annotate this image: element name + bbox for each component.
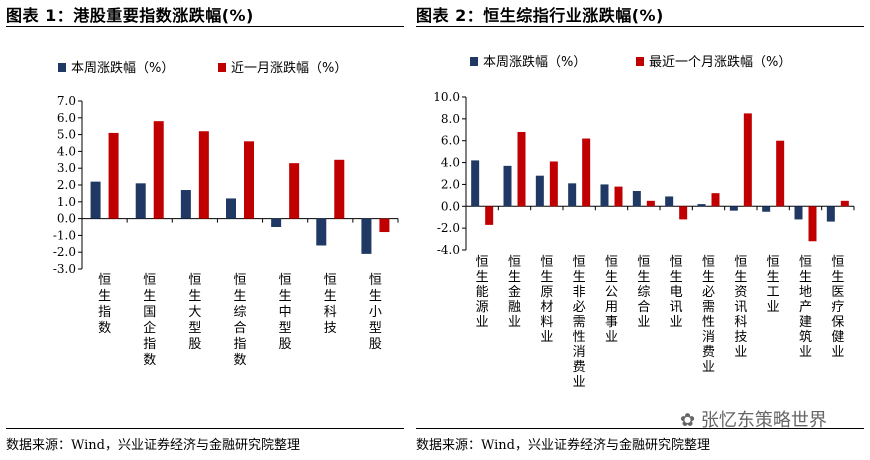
bar-week <box>762 206 771 212</box>
category-label: 恒生综合业 <box>637 255 650 330</box>
legend-swatch-1 <box>218 63 226 72</box>
y-tick-label: 2.0 <box>441 177 460 191</box>
category-label: 恒生医疗保健业 <box>831 255 844 360</box>
bar-month <box>289 163 300 219</box>
left-title-rule <box>6 26 404 27</box>
y-tick-label: -4.0 <box>437 243 460 257</box>
category-label: 恒生小型股 <box>369 273 382 352</box>
bar-week <box>316 218 327 246</box>
bar-week <box>826 206 835 222</box>
bar-week <box>600 184 609 207</box>
category-label: 恒生非必需性消费业 <box>573 255 586 390</box>
legend-swatch-1 <box>636 57 644 66</box>
bar-month <box>614 186 623 207</box>
y-tick-label: 8.0 <box>441 112 460 126</box>
legend-swatch-0 <box>58 63 66 72</box>
y-tick-label: 6.0 <box>57 111 76 125</box>
y-tick-label: 5.0 <box>57 128 76 142</box>
left-source-note: 数据来源：Wind，兴业证券经济与金融研究院整理 <box>6 438 300 453</box>
bar-month <box>646 200 655 207</box>
bar-week <box>180 190 191 219</box>
category-label: 恒生资讯科技业 <box>734 255 747 360</box>
category-label: 恒生必需性消费业 <box>702 255 715 375</box>
category-label: 恒生公用事业 <box>605 255 618 345</box>
category-label: 恒生科技 <box>324 273 337 336</box>
bar-week <box>568 183 577 207</box>
category-label: 恒生综合指数 <box>233 273 246 368</box>
category-label: 恒生金融业 <box>508 255 521 330</box>
watermark: ✿ 张忆东策略世界 <box>680 406 827 432</box>
legend-label-0: 本周涨跌幅（%） <box>71 60 174 76</box>
right-chart-panel: 图表 2：恒生综指行业涨跌幅(%) 本周涨跌幅（%） 最近一个月涨跌幅（%） 10.… <box>410 0 870 460</box>
y-tick-label: 2.0 <box>57 178 76 192</box>
bar-month <box>776 140 785 207</box>
bar-month <box>379 218 390 233</box>
y-tick-label: 0.0 <box>441 199 460 213</box>
bar-month <box>334 159 345 219</box>
watermark-text: 张忆东策略世界 <box>700 410 827 431</box>
legend-label-0: 本周涨跌幅（%） <box>483 54 586 70</box>
y-tick-label: -2.0 <box>437 221 460 235</box>
y-tick-label: 1.0 <box>57 195 76 209</box>
bar-week <box>632 190 641 207</box>
bar-week <box>471 160 480 207</box>
bar-month <box>198 131 209 219</box>
category-label: 恒生指数 <box>98 273 111 336</box>
bar-month <box>679 206 688 220</box>
wechat-icon: ✿ <box>680 410 696 431</box>
y-tick-label: 10.0 <box>433 90 460 104</box>
bar-week <box>535 175 544 207</box>
y-tick-label: 4.0 <box>57 144 76 158</box>
right-title-rule <box>416 26 864 27</box>
bar-week <box>361 218 372 254</box>
y-tick-label: 3.0 <box>57 161 76 175</box>
y-tick-label: 4.0 <box>441 156 460 170</box>
legend-swatch-0 <box>470 57 478 66</box>
bar-week <box>135 183 146 219</box>
bar-month <box>808 206 817 242</box>
bar-week <box>90 181 101 219</box>
right-source-rule <box>416 428 864 429</box>
right-chart-title: 图表 2：恒生综指行业涨跌幅(%) <box>416 6 664 25</box>
bar-week <box>226 198 236 219</box>
legend-label-1: 近一月涨跌幅（%） <box>231 60 347 76</box>
category-label: 恒生工业 <box>767 255 780 315</box>
bar-month <box>549 161 558 207</box>
category-label: 恒生原材料业 <box>540 255 553 345</box>
left-chart-title: 图表 1：港股重要指数涨跌幅(%) <box>6 6 254 25</box>
y-tick-label: -2.0 <box>53 245 76 259</box>
bar-month <box>582 138 591 207</box>
category-label: 恒生电讯业 <box>670 255 683 330</box>
category-label: 恒生能源业 <box>476 255 489 330</box>
bar-month <box>108 132 119 219</box>
bar-month <box>244 141 254 219</box>
y-tick-label: -3.0 <box>53 262 76 276</box>
bar-month <box>743 113 752 207</box>
left-source-rule <box>6 428 404 429</box>
legend-label-1: 最近一个月涨跌幅（%） <box>649 54 791 70</box>
bar-month <box>711 193 720 207</box>
left-bar-chart: 本周涨跌幅（%） 近一月涨跌幅（%） 7.0 6.0 5.0 4.0 3.0 2.0 1.0 0.… <box>53 60 399 368</box>
y-tick-label: -1.0 <box>53 228 76 242</box>
y-tick-label: 6.0 <box>441 134 460 148</box>
bar-week <box>697 204 706 207</box>
right-bar-chart: 本周涨跌幅（%） 最近一个月涨跌幅（%） 10.0 8.0 6.0 4.0 2.0 0.0 -2… <box>433 54 855 390</box>
bar-month <box>153 121 164 219</box>
bar-week <box>503 165 512 207</box>
y-tick-label: 0.0 <box>57 212 76 226</box>
category-label: 恒生中型股 <box>279 273 292 352</box>
bar-week <box>794 206 803 220</box>
bar-month <box>517 131 526 207</box>
category-label: 恒生国企指数 <box>143 273 156 368</box>
bar-week <box>729 206 738 211</box>
y-tick-label: 7.0 <box>57 94 76 108</box>
bar-week <box>665 196 674 207</box>
bar-month <box>485 206 494 225</box>
category-label: 恒生大型股 <box>188 273 201 352</box>
left-chart-panel: 图表 1：港股重要指数涨跌幅(%) 本周涨跌幅（%） 近一月涨跌幅（%） 7.0 6.… <box>0 0 410 460</box>
bar-week <box>271 218 282 227</box>
bar-month <box>840 200 849 207</box>
category-label: 恒生地产建筑业 <box>799 255 812 360</box>
right-source-note: 数据来源：Wind，兴业证券经济与金融研究院整理 <box>416 438 710 453</box>
